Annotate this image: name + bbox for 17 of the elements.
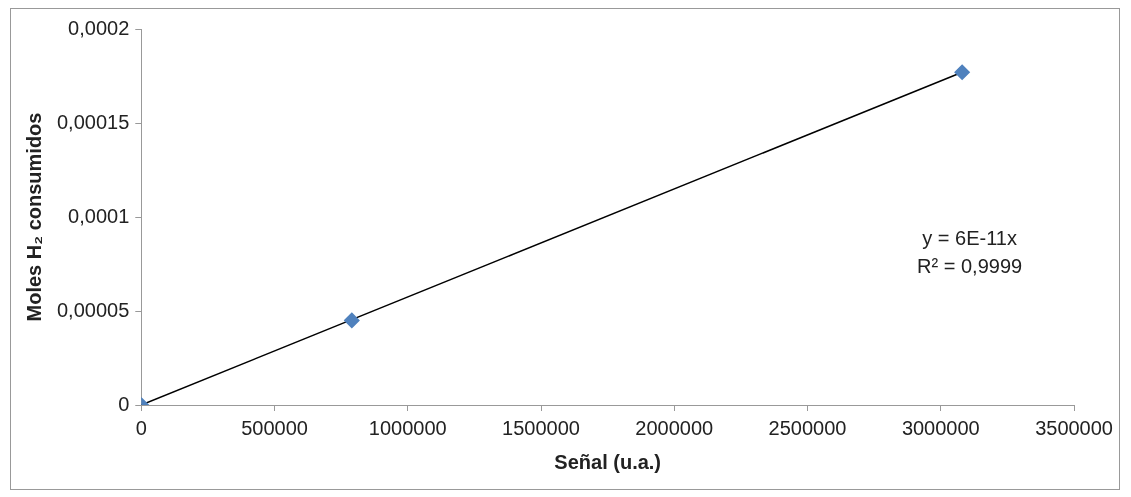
y-tick-label: 0,0001	[68, 204, 130, 227]
x-tick-label: 3500000	[1035, 416, 1114, 439]
x-tick-label: 0	[135, 416, 147, 439]
annotation: y = 6E-11x	[922, 227, 1017, 250]
x-axis-title: Señal (u.a.)	[554, 450, 662, 473]
y-tick-label: 0,00015	[57, 110, 130, 133]
x-tick-label: 2000000	[635, 416, 714, 439]
y-tick-label: 0	[118, 392, 130, 415]
y-tick-label: 0,00005	[57, 298, 130, 321]
x-tick-label: 2500000	[768, 416, 847, 439]
x-tick-label: 500000	[241, 416, 308, 439]
y-axis-title: Moles H₂ consumidos	[22, 112, 45, 322]
annotation: R² = 0,9999	[917, 255, 1023, 278]
x-tick-label: 1000000	[368, 416, 447, 439]
x-tick-label: 3000000	[901, 416, 980, 439]
y-tick-label: 0,0002	[68, 16, 130, 39]
x-tick-label: 1500000	[502, 416, 580, 439]
